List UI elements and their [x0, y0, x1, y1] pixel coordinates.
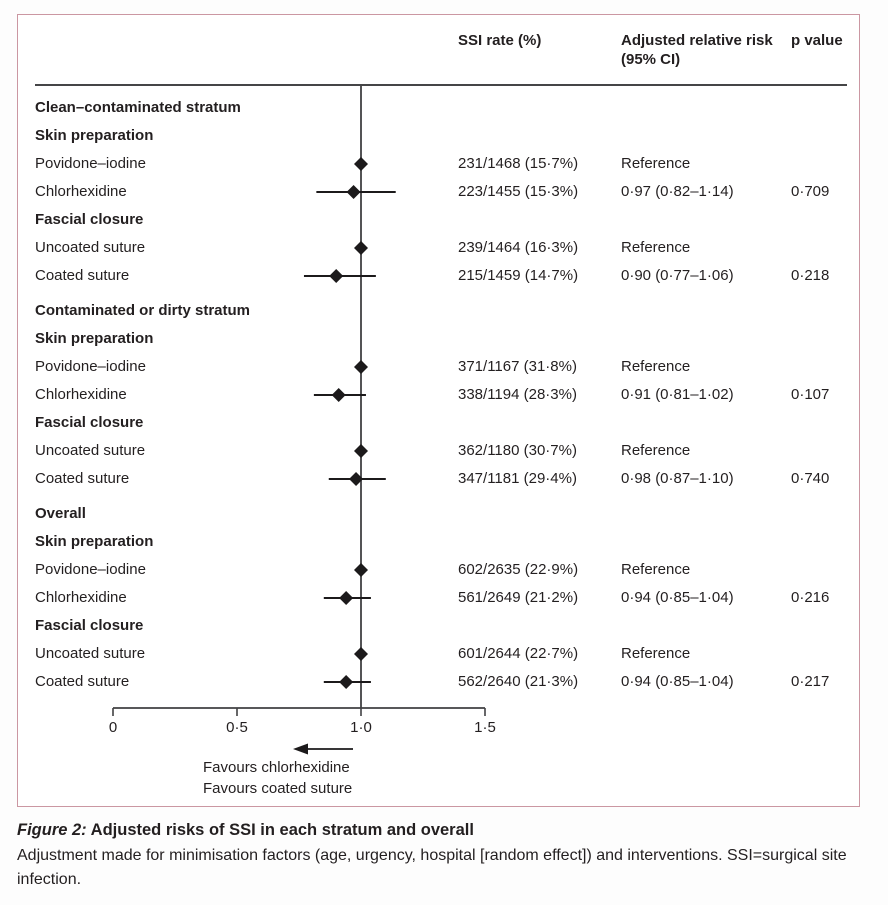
section-header-label: Overall	[35, 505, 86, 522]
caption-title: Figure 2: Adjusted risks of SSI in each …	[17, 819, 879, 841]
relative-risk-value: 0·91 (0·81–1·02)	[621, 386, 734, 403]
p-value: 0·217	[791, 673, 830, 690]
section-header-label: Skin preparation	[35, 330, 154, 347]
section-header-label: Skin preparation	[35, 127, 154, 144]
relative-risk-value: 0·90 (0·77–1·06)	[621, 267, 734, 284]
section-header-label: Clean–contaminated stratum	[35, 99, 241, 116]
figure-number-label: Figure 2:	[17, 821, 87, 839]
ssi-rate-value: 601/2644 (22·7%)	[458, 645, 579, 662]
section-header-label: Skin preparation	[35, 533, 154, 550]
row-label: Chlorhexidine	[35, 183, 127, 200]
ssi-rate-value: 362/1180 (30·7%)	[458, 442, 577, 459]
row-label: Uncoated suture	[35, 239, 146, 256]
row-label: Chlorhexidine	[35, 386, 127, 403]
caption-title-text: Adjusted risks of SSI in each stratum an…	[86, 821, 474, 839]
relative-risk-value: 0·94 (0·85–1·04)	[621, 673, 734, 690]
relative-risk-value: 0·98 (0·87–1·10)	[621, 470, 734, 487]
ssi-rate-value: 602/2635 (22·9%)	[458, 561, 579, 578]
favours-chlorhexidine-label: Favours chlorhexidine	[203, 759, 350, 776]
relative-risk-value: Reference	[621, 561, 691, 578]
relative-risk-value: Reference	[621, 239, 691, 256]
ssi-rate-value: 215/1459 (14·7%)	[458, 267, 579, 284]
row-label: Uncoated suture	[35, 645, 146, 662]
row-label: Chlorhexidine	[35, 589, 127, 606]
relative-risk-value: Reference	[621, 358, 691, 375]
ssi-rate-value: 561/2649 (21·2%)	[458, 589, 579, 606]
column-header-ssi-rate: SSI rate (%)	[458, 32, 542, 49]
row-label: Coated suture	[35, 267, 130, 284]
column-header-adjusted-relative-risk: Adjusted relative risk (95% CI)	[621, 32, 773, 68]
ssi-rate-value: 371/1167 (31·8%)	[458, 358, 577, 375]
ssi-rate-value: 338/1194 (28·3%)	[458, 386, 577, 403]
header-divider-rule	[35, 84, 847, 86]
ssi-rate-value: 239/1464 (16·3%)	[458, 239, 579, 256]
row-label: Coated suture	[35, 470, 130, 487]
relative-risk-value: Reference	[621, 645, 691, 662]
column-header-p-value: p value	[791, 32, 843, 49]
row-label: Povidone–iodine	[35, 561, 146, 578]
section-header-label: Contaminated or dirty stratum	[35, 302, 251, 319]
p-value: 0·740	[791, 470, 830, 487]
ssi-rate-value: 231/1468 (15·7%)	[458, 155, 579, 172]
section-header-label: Fascial closure	[35, 211, 144, 228]
p-value: 0·218	[791, 267, 830, 284]
figure-frame	[17, 14, 860, 807]
section-header-label: Fascial closure	[35, 617, 144, 634]
ssi-rate-value: 223/1455 (15·3%)	[458, 183, 579, 200]
row-label: Povidone–iodine	[35, 358, 146, 375]
favours-coated-suture-label: Favours coated suture	[203, 780, 353, 797]
relative-risk-value: Reference	[621, 155, 691, 172]
relative-risk-value: 0·94 (0·85–1·04)	[621, 589, 734, 606]
relative-risk-value: 0·97 (0·82–1·14)	[621, 183, 734, 200]
p-value: 0·709	[791, 183, 830, 200]
row-label: Coated suture	[35, 673, 130, 690]
caption-note: Adjustment made for minimisation factors…	[17, 847, 847, 888]
p-value: 0·216	[791, 589, 830, 606]
row-label: Uncoated suture	[35, 442, 146, 459]
ssi-rate-value: 562/2640 (21·3%)	[458, 673, 579, 690]
p-value: 0·107	[791, 386, 830, 403]
ssi-rate-value: 347/1181 (29·4%)	[458, 470, 577, 487]
relative-risk-value: Reference	[621, 442, 691, 459]
section-header-label: Fascial closure	[35, 414, 144, 431]
figure-caption: Figure 2: Adjusted risks of SSI in each …	[17, 819, 879, 892]
row-label: Povidone–iodine	[35, 155, 146, 172]
